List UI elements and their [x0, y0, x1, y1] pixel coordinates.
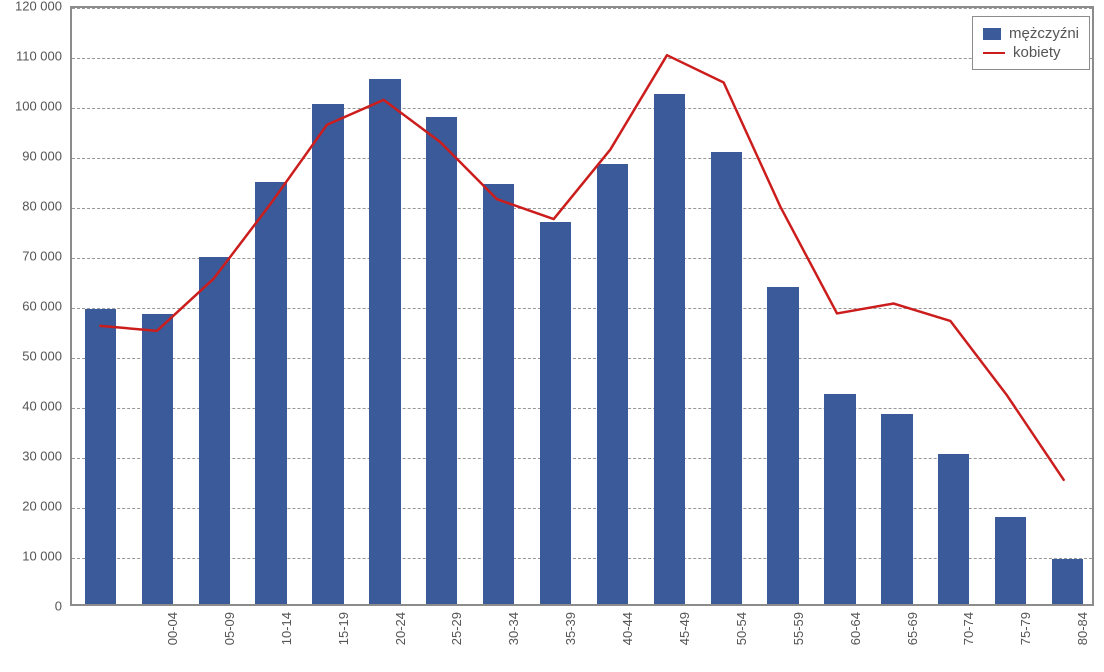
y-tick-label: 80 000 — [0, 199, 62, 214]
bar — [824, 394, 855, 604]
gridline — [72, 8, 1092, 9]
x-tick-label: 65-69 — [905, 612, 920, 672]
legend-label: kobiety — [1013, 44, 1061, 61]
y-tick-label: 30 000 — [0, 449, 62, 464]
x-tick-label: 30-34 — [506, 612, 521, 672]
bar — [995, 517, 1026, 605]
x-tick-label: 40-44 — [620, 612, 635, 672]
bar — [255, 182, 286, 605]
x-tick-label: 75-79 — [1018, 612, 1033, 672]
x-tick-label: 45-49 — [677, 612, 692, 672]
bar — [426, 117, 457, 605]
y-tick-label: 50 000 — [0, 349, 62, 364]
gridline — [72, 208, 1092, 209]
bar — [312, 104, 343, 604]
x-tick-label: 25-29 — [449, 612, 464, 672]
x-tick-label: 15-19 — [336, 612, 351, 672]
x-tick-label: 00-04 — [165, 612, 180, 672]
demographics-chart: 0 10 000 20 000 30 000 40 000 50 000 60 000 70 … — [0, 0, 1104, 657]
bar — [85, 309, 116, 604]
legend: mężczyźni kobiety — [972, 16, 1090, 70]
bar — [711, 152, 742, 605]
x-tick-label: 55-59 — [791, 612, 806, 672]
bar — [938, 454, 969, 604]
x-tick-label: 70-74 — [961, 612, 976, 672]
y-tick-label: 20 000 — [0, 499, 62, 514]
legend-label: mężczyźni — [1009, 25, 1079, 42]
y-tick-label: 70 000 — [0, 249, 62, 264]
bar — [199, 257, 230, 605]
x-tick-label: 35-39 — [563, 612, 578, 672]
gridline — [72, 158, 1092, 159]
y-tick-label: 120 000 — [0, 0, 62, 14]
bar — [1052, 559, 1083, 604]
x-tick-label: 10-14 — [279, 612, 294, 672]
y-tick-label: 110 000 — [0, 49, 62, 64]
y-tick-label: 60 000 — [0, 299, 62, 314]
y-tick-label: 100 000 — [0, 99, 62, 114]
bar — [881, 414, 912, 604]
y-tick-label: 10 000 — [0, 549, 62, 564]
bar — [654, 94, 685, 604]
y-tick-label: 0 — [0, 599, 62, 614]
bar — [540, 222, 571, 605]
x-tick-label: 50-54 — [734, 612, 749, 672]
legend-swatch-line — [983, 52, 1005, 54]
bar — [597, 164, 628, 604]
legend-item: kobiety — [983, 44, 1079, 61]
gridline — [72, 108, 1092, 109]
bar — [142, 314, 173, 604]
legend-item: mężczyźni — [983, 25, 1079, 42]
plot-area — [70, 6, 1094, 606]
bar — [483, 184, 514, 604]
x-tick-label: 20-24 — [393, 612, 408, 672]
x-tick-label: 80-84 — [1075, 612, 1090, 672]
x-tick-label: 60-64 — [848, 612, 863, 672]
y-tick-label: 40 000 — [0, 399, 62, 414]
bar — [369, 79, 400, 604]
gridline — [72, 58, 1092, 59]
legend-swatch-bar — [983, 28, 1001, 40]
x-tick-label: 05-09 — [222, 612, 237, 672]
bar — [767, 287, 798, 605]
y-tick-label: 90 000 — [0, 149, 62, 164]
